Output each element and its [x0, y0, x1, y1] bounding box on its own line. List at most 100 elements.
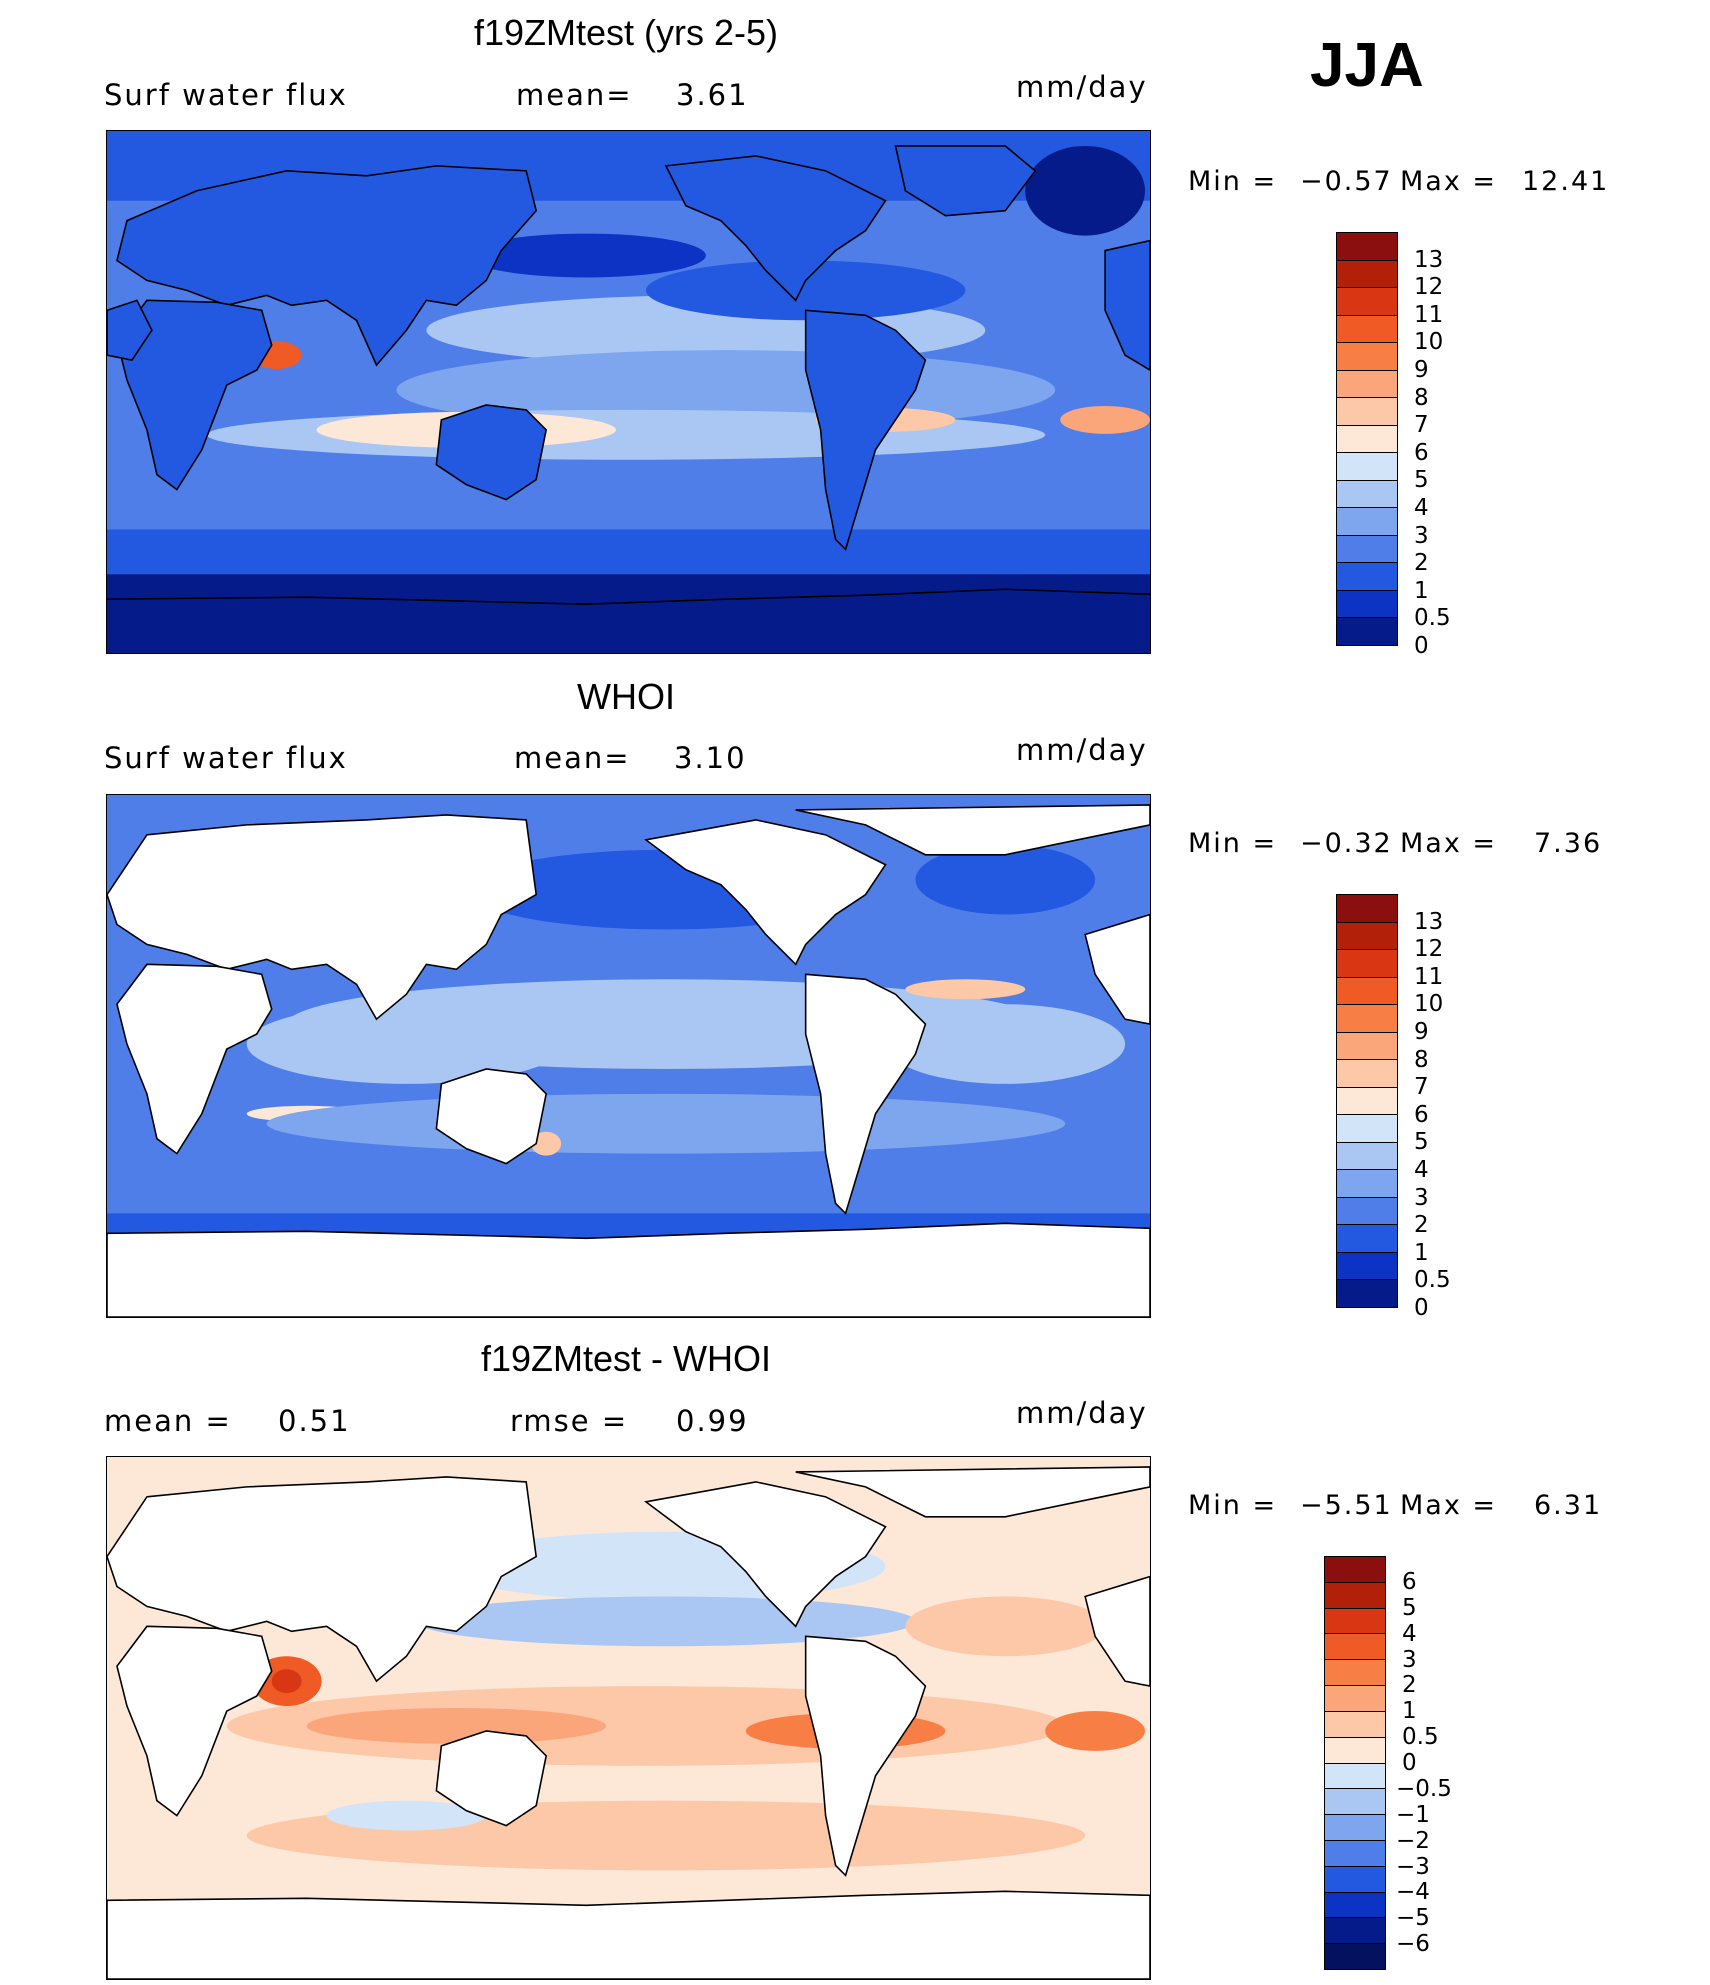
panel2-max-label: Max = — [1400, 828, 1498, 859]
colorbar-segment — [1325, 1711, 1385, 1738]
panel3-max-value: 6.31 — [1534, 1490, 1603, 1521]
colorbar-tick-label: 11 — [1414, 301, 1444, 328]
colorbar-tick-label: 3 — [1402, 1646, 1417, 1673]
panel2-colorbar — [1336, 894, 1398, 1308]
colorbar-segment — [1337, 1252, 1397, 1281]
colorbar-tick-label: 3 — [1414, 522, 1429, 549]
colorbar-tick-label: 8 — [1414, 384, 1429, 411]
panel1-max-label: Max = — [1400, 166, 1498, 197]
panel3-map — [106, 1456, 1151, 1980]
panel1-map — [106, 130, 1151, 654]
colorbar-tick-label: 8 — [1414, 1046, 1429, 1073]
colorbar-tick-label: −2 — [1396, 1827, 1430, 1854]
colorbar-tick-label: 6 — [1414, 1101, 1429, 1128]
colorbar-segment — [1337, 233, 1397, 261]
colorbar-tick-label: 5 — [1414, 1129, 1429, 1156]
season-label: JJA — [1310, 31, 1424, 100]
colorbar-segment — [1325, 1763, 1385, 1790]
colorbar-tick-label: 9 — [1414, 1019, 1429, 1045]
colorbar-tick-label: 7 — [1414, 1074, 1429, 1101]
colorbar-tick-label: 7 — [1414, 412, 1429, 439]
colorbar-tick-label: 4 — [1414, 1157, 1429, 1183]
colorbar-segment — [1337, 1170, 1397, 1198]
colorbar-tick-label: 1 — [1414, 1239, 1429, 1266]
panel3-rmse-value: 0.99 — [676, 1404, 749, 1438]
colorbar-segment — [1325, 1557, 1385, 1583]
colorbar-tick-label: −6 — [1396, 1931, 1430, 1958]
colorbar-segment — [1337, 895, 1397, 923]
colorbar-tick-label: 10 — [1414, 329, 1444, 356]
panel1-map-svg — [107, 131, 1150, 653]
colorbar-segment — [1337, 288, 1397, 316]
colorbar-segment — [1337, 922, 1397, 951]
panel3-rmse-label: rmse = — [510, 1404, 629, 1438]
panel1-colorbar-ticks: 13 12 11 10 9 8 7 6 5 4 3 2 1 0.5 0 — [1414, 232, 1514, 657]
colorbar-tick-label: 10 — [1414, 991, 1444, 1018]
colorbar-tick-label: 11 — [1414, 963, 1444, 990]
colorbar-segment — [1337, 453, 1397, 481]
panel3-min-value: −5.51 — [1300, 1490, 1393, 1521]
colorbar-segment — [1337, 1005, 1397, 1033]
panel1-units: mm/day — [1016, 70, 1148, 104]
colorbar-tick-label: 0.5 — [1414, 1267, 1451, 1294]
colorbar-tick-label: 3 — [1414, 1184, 1429, 1211]
panel3-title: f19ZMtest - WHOI — [480, 1338, 772, 1379]
panel3-map-svg — [107, 1457, 1150, 1979]
panel2-min-value: −0.32 — [1300, 828, 1393, 859]
panel1-title: f19ZMtest (yrs 2-5) — [473, 12, 779, 53]
colorbar-segment — [1337, 370, 1397, 399]
panel3-units: mm/day — [1016, 1396, 1148, 1430]
colorbar-tick-label: 1 — [1402, 1698, 1417, 1725]
colorbar-tick-label: 12 — [1414, 936, 1444, 963]
panel2-title: WHOI — [577, 676, 675, 717]
panel2-map-svg — [107, 795, 1150, 1317]
panel2-colorbar-ticks: 13 12 11 10 9 8 7 6 5 4 3 2 1 0.5 0 — [1414, 894, 1514, 1319]
panel3-mean-value: 0.51 — [278, 1404, 351, 1438]
colorbar-segment — [1325, 1737, 1385, 1764]
colorbar-segment — [1325, 1892, 1385, 1919]
colorbar-tick-label: 0.5 — [1414, 605, 1451, 632]
colorbar-segment — [1337, 480, 1397, 509]
panel2-mean-label: mean= — [514, 741, 631, 775]
colorbar-segment — [1337, 1142, 1397, 1171]
colorbar-segment — [1337, 398, 1397, 426]
colorbar-tick-label: 5 — [1402, 1594, 1417, 1621]
colorbar-tick-label: 9 — [1414, 357, 1429, 383]
panel3-colorbar — [1324, 1556, 1386, 1970]
colorbar-segment — [1337, 618, 1397, 645]
panel2-mean-value: 3.10 — [674, 741, 747, 775]
panel1-min-value: −0.57 — [1300, 166, 1393, 197]
colorbar-segment — [1337, 1225, 1397, 1253]
colorbar-segment — [1337, 1060, 1397, 1088]
panel1-min-label: Min = — [1188, 166, 1278, 197]
colorbar-tick-label: 2 — [1414, 1212, 1429, 1239]
colorbar-tick-label: 2 — [1402, 1672, 1417, 1699]
colorbar-tick-label: 5 — [1414, 467, 1429, 494]
colorbar-segment — [1337, 315, 1397, 344]
panel2-units: mm/day — [1016, 733, 1148, 767]
colorbar-segment — [1337, 343, 1397, 371]
panel1-variable-label: Surf water flux — [104, 78, 348, 112]
colorbar-tick-label: 0.5 — [1402, 1724, 1439, 1751]
colorbar-tick-label: −0.5 — [1396, 1775, 1452, 1802]
colorbar-segment — [1325, 1660, 1385, 1687]
colorbar-segment — [1337, 535, 1397, 564]
colorbar-segment — [1325, 1944, 1385, 1969]
colorbar-segment — [1325, 1608, 1385, 1635]
colorbar-segment — [1325, 1918, 1385, 1945]
colorbar-tick-label: 13 — [1414, 246, 1444, 273]
panel2-max-value: 7.36 — [1534, 828, 1603, 859]
colorbar-segment — [1325, 1582, 1385, 1609]
colorbar-tick-label: 6 — [1414, 439, 1429, 466]
colorbar-tick-label: −1 — [1396, 1801, 1430, 1828]
colorbar-segment — [1337, 1087, 1397, 1116]
panel1-mean-label: mean= — [516, 78, 633, 112]
colorbar-segment — [1337, 1115, 1397, 1143]
colorbar-tick-label: 12 — [1414, 274, 1444, 301]
colorbar-tick-label: 0 — [1414, 1295, 1429, 1321]
colorbar-segment — [1325, 1789, 1385, 1816]
colorbar-segment — [1337, 1197, 1397, 1226]
colorbar-segment — [1337, 508, 1397, 536]
colorbar-tick-label: 2 — [1414, 550, 1429, 577]
panel1-max-value: 12.41 — [1522, 166, 1610, 197]
